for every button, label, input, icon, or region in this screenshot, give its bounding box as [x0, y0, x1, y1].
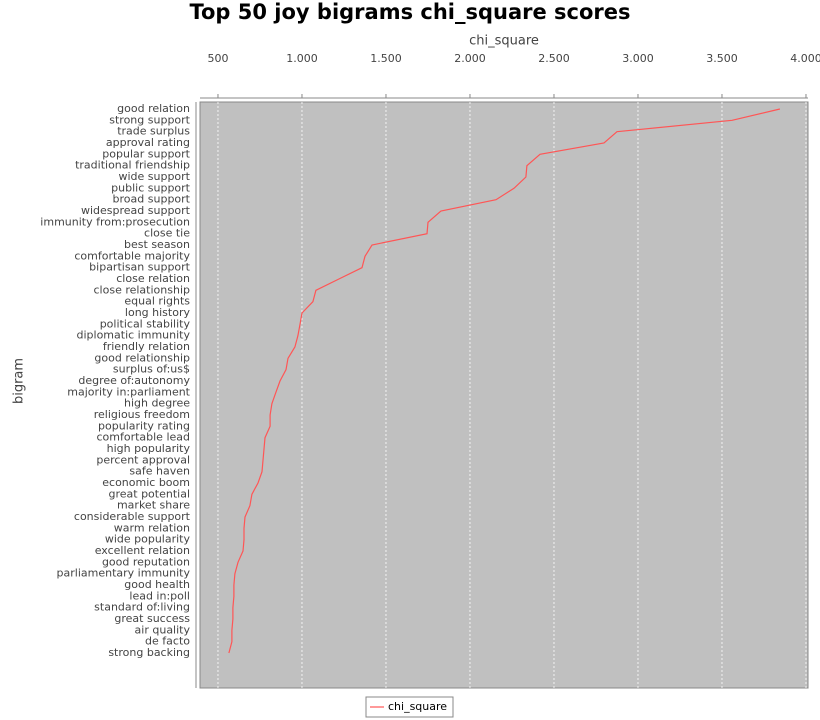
y-tick-label: parliamentary immunity: [57, 567, 191, 580]
y-tick-label: degree of:autonomy: [78, 374, 190, 387]
y-axis-label: bigram: [12, 358, 27, 404]
legend-label: chi_square: [388, 700, 447, 713]
y-tick-label: comfortable majority: [74, 249, 190, 262]
y-tick-label: widespread support: [81, 204, 191, 217]
y-tick-label: considerable support: [74, 510, 191, 523]
y-tick-label: good reputation: [102, 555, 190, 568]
y-tick-label: close tie: [144, 227, 190, 240]
y-tick-label: strong support: [109, 113, 190, 126]
y-tick-label: good health: [124, 578, 190, 591]
y-tick-label: standard of:living: [94, 601, 190, 614]
x-tick-label: 3.500: [706, 52, 738, 65]
y-tick-label: warm relation: [114, 521, 190, 534]
y-tick-label: public support: [111, 181, 191, 194]
y-tick-label: de facto: [145, 635, 190, 648]
y-tick-label: friendly relation: [103, 340, 190, 353]
y-tick-label: majority in:parliament: [67, 385, 190, 398]
y-tick-label: air quality: [135, 623, 191, 636]
legend-box: [365, 696, 454, 718]
x-tick-label: 1.000: [286, 52, 318, 65]
y-tick-label: wide popularity: [105, 533, 191, 546]
y-tick-label: immunity from:prosecution: [40, 215, 190, 228]
legend: chi_square: [365, 696, 454, 718]
y-tick-label: comfortable lead: [96, 431, 190, 444]
y-tick-label: close relation: [116, 272, 190, 285]
y-tick-label: percent approval: [96, 453, 190, 466]
y-tick-label: high degree: [124, 397, 190, 410]
y-tick-label: great potential: [108, 487, 190, 500]
x-tick-label: 4.000: [790, 52, 820, 65]
x-tick-label: 2.000: [454, 52, 486, 65]
y-tick-label: strong backing: [108, 646, 190, 659]
y-tick-label: traditional friendship: [75, 159, 190, 172]
x-tick-label: 500: [207, 52, 228, 65]
y-tick-label: good relationship: [94, 351, 190, 364]
y-tick-label: wide support: [118, 170, 190, 183]
y-tick-label: bipartisan support: [89, 261, 191, 274]
y-tick-label: trade surplus: [117, 125, 190, 138]
y-tick-label: popularity rating: [98, 419, 190, 432]
y-tick-label: broad support: [113, 193, 191, 206]
chart-title: Top 50 joy bigrams chi_square scores: [189, 0, 630, 24]
y-tick-label: long history: [125, 306, 191, 319]
x-tick-label: 2.500: [538, 52, 570, 65]
y-tick-label: lead in:poll: [129, 589, 190, 602]
y-tick-label: political stability: [100, 317, 191, 330]
y-tick-label: diplomatic immunity: [77, 329, 191, 342]
y-tick-label: equal rights: [124, 295, 190, 308]
y-tick-label: market share: [117, 499, 190, 512]
y-tick-label: safe haven: [129, 465, 190, 478]
y-tick-label: economic boom: [102, 476, 190, 489]
y-tick-label: approval rating: [106, 136, 190, 149]
y-tick-label: surplus of:us$: [113, 363, 190, 376]
y-tick-label: close relationship: [94, 283, 191, 296]
plot-area: [199, 101, 809, 689]
y-tick-label: high popularity: [107, 442, 191, 455]
y-tick-label: great success: [114, 612, 190, 625]
y-tick-label: religious freedom: [94, 408, 190, 421]
y-tick-label: best season: [124, 238, 190, 251]
y-tick-label: excellent relation: [95, 544, 190, 557]
x-tick-label: 3.000: [622, 52, 654, 65]
data-line: [228, 108, 781, 654]
x-tick-label: 1.500: [370, 52, 402, 65]
y-tick-label: popular support: [102, 147, 190, 160]
y-tick-label: good relation: [117, 102, 190, 115]
x-axis-label: chi_square: [469, 34, 539, 49]
